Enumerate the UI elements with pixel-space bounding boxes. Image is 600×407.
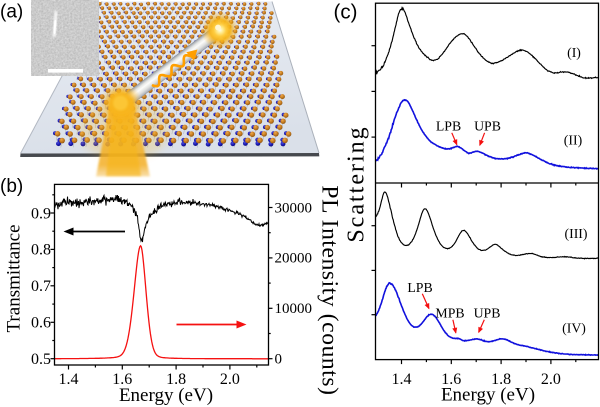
svg-text:0.7: 0.7	[31, 278, 51, 295]
svg-text:(c): (c)	[334, 1, 358, 24]
svg-text:1.6: 1.6	[112, 371, 132, 388]
svg-text:PL Intensity (counts): PL Intensity (counts)	[316, 185, 342, 395]
svg-text:0.9: 0.9	[31, 205, 51, 222]
svg-text:Energy (eV): Energy (eV)	[441, 385, 535, 406]
svg-text:2.0: 2.0	[220, 371, 240, 388]
svg-text:0.5: 0.5	[31, 351, 51, 368]
svg-text:UPB: UPB	[474, 306, 501, 321]
svg-text:MPB: MPB	[435, 306, 464, 321]
svg-text:(b): (b)	[0, 176, 23, 197]
svg-text:1.4: 1.4	[392, 371, 412, 388]
svg-text:(II): (II)	[564, 133, 582, 149]
svg-text:(III): (III)	[565, 226, 588, 242]
svg-text:LPB: LPB	[436, 119, 461, 134]
svg-text:2.0: 2.0	[541, 371, 561, 388]
svg-text:LPB: LPB	[407, 280, 432, 295]
svg-text:(a): (a)	[0, 2, 23, 23]
svg-text:1.8: 1.8	[491, 371, 511, 388]
svg-text:(IV): (IV)	[562, 321, 586, 337]
svg-text:1.8: 1.8	[166, 371, 186, 388]
svg-text:1.6: 1.6	[441, 371, 461, 388]
svg-text:0.6: 0.6	[31, 315, 51, 332]
svg-text:(I): (I)	[567, 45, 581, 61]
svg-text:Transmittance: Transmittance	[3, 224, 24, 332]
svg-text:20000: 20000	[275, 251, 313, 267]
svg-text:1.4: 1.4	[59, 371, 79, 388]
svg-text:30000: 30000	[275, 200, 313, 216]
svg-text:0: 0	[275, 352, 283, 368]
svg-text:0.8: 0.8	[31, 242, 51, 259]
svg-text:UPB: UPB	[474, 119, 501, 134]
svg-text:Energy (eV): Energy (eV)	[119, 385, 213, 406]
svg-text:Scattering: Scattering	[344, 125, 370, 242]
svg-text:10000: 10000	[275, 301, 313, 317]
